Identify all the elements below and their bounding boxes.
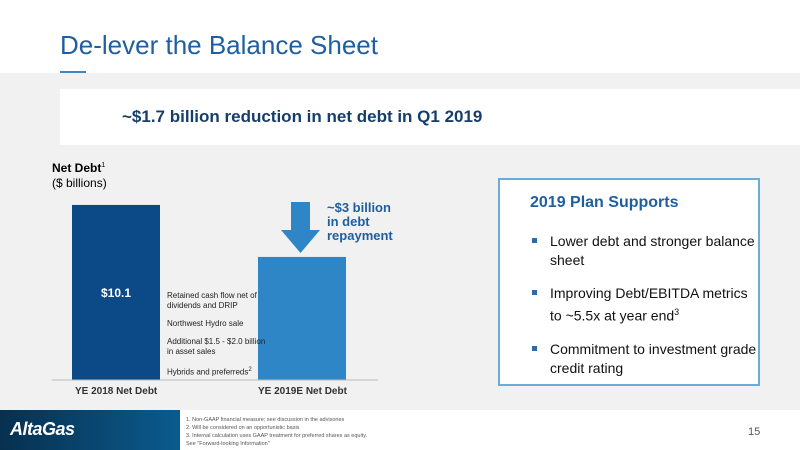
plan-box: 2019 Plan Supports Lower debt and strong… [498, 178, 760, 386]
bullet-square-icon [532, 290, 537, 295]
repayment-line-1: ~$3 billion [327, 200, 391, 215]
component-item: Hybrids and preferreds2 [167, 367, 252, 377]
plan-list: Lower debt and stronger balance sheet Im… [532, 232, 757, 392]
chart-title-block: Net Debt1 ($ billions) [52, 158, 107, 191]
footnote-1: 1. Non-GAAP financial measure; see discu… [186, 417, 345, 423]
footnote-2: 2. Will be considered on an opportunisti… [186, 425, 300, 431]
logo-banner: AltaGas [0, 410, 180, 450]
footnote-3: 3. Internal calculation uses GAAP treatm… [186, 433, 368, 439]
bullet-square-icon [532, 238, 537, 243]
banner-text: ~$1.7 billion reduction in net debt in Q… [122, 107, 483, 126]
debt-reduction-components: Retained cash flow net of dividends and … [167, 291, 267, 386]
headline-banner: ~$1.7 billion reduction in net debt in Q… [60, 89, 800, 145]
plan-item: Lower debt and stronger balance sheet [532, 232, 757, 270]
footnote-4: See "Forward-looking Information" [186, 441, 270, 447]
chart-unit-label: ($ billions) [52, 176, 107, 190]
page-number: 15 [748, 426, 761, 438]
x-tick-label-ye2018: YE 2018 Net Debt [75, 386, 158, 397]
repayment-line-2: in debt [327, 214, 370, 229]
component-item: Additional $1.5 - $2.0 billion in asset … [167, 337, 266, 356]
bar-ye2019e [258, 256, 346, 380]
title-underline [60, 71, 86, 74]
bullet-square-icon [532, 345, 537, 351]
bar-ye2018 [72, 204, 160, 380]
altagas-logo: AltaGas [10, 419, 75, 439]
repayment-annotation: ~$3 billion in debt repayment [327, 201, 393, 243]
plan-title: 2019 Plan Supports [530, 194, 679, 211]
component-item: Retained cash flow net of dividends and … [167, 291, 257, 310]
page-title: De-lever the Balance Sheet [60, 30, 378, 60]
plan-item: Commitment to investment grade credit ra… [532, 340, 757, 378]
footnotes: 1. Non-GAAP financial measure; see discu… [186, 416, 367, 448]
bar-value-label: $10.1 [101, 286, 131, 300]
down-arrow-icon [281, 202, 320, 253]
component-item: Northwest Hydro sale [167, 319, 244, 328]
repayment-line-3: repayment [327, 228, 393, 243]
chart-title-footnote: 1 [101, 162, 106, 169]
chart-title: Net Debt [52, 161, 102, 175]
plan-item: Improving Debt/EBITDA metrics to ~5.5x a… [532, 284, 757, 326]
x-tick-label-ye2019e: YE 2019E Net Debt [258, 386, 347, 397]
